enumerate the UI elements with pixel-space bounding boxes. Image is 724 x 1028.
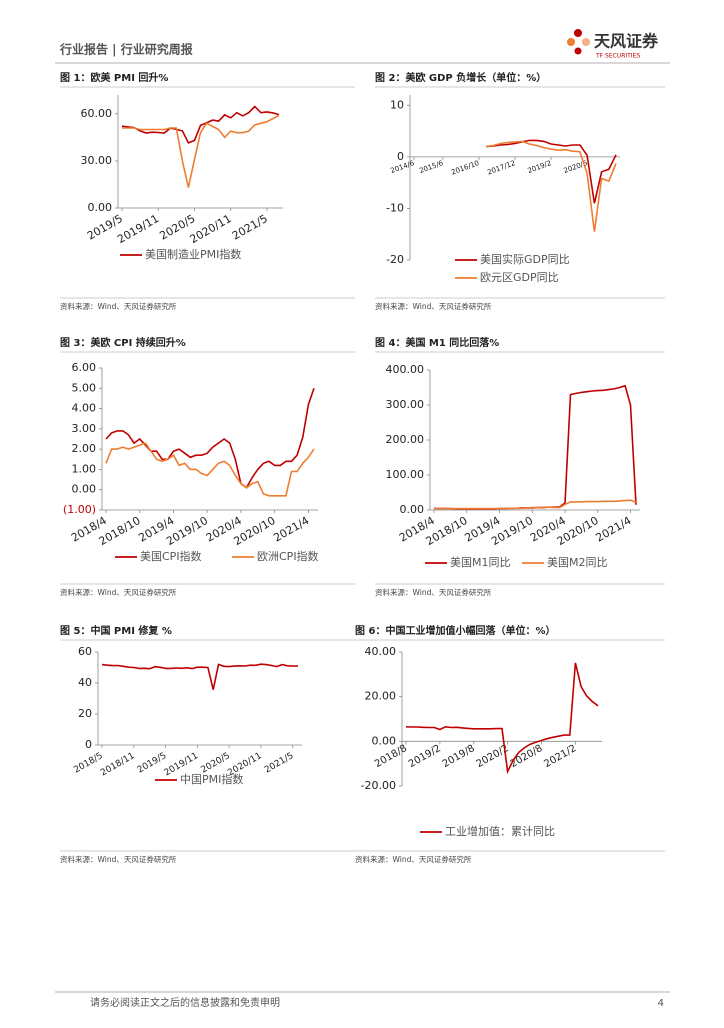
x-tick-label: 2017/12 — [486, 159, 516, 176]
y-tick-label: 40.00 — [365, 645, 397, 658]
figure-source: 资料来源：Wind、天风证券研究所 — [375, 301, 492, 311]
series-line — [434, 499, 637, 510]
figure-caption: 图 4：美国 M1 同比回落% — [375, 336, 499, 349]
x-tick-label: 2021/2 — [542, 743, 578, 770]
y-tick-label: 0 — [85, 738, 92, 751]
x-tick-label: 2021/4 — [594, 514, 634, 545]
figure-source: 资料来源：Wind、天风证券研究所 — [60, 587, 177, 597]
y-tick-label: 40 — [78, 676, 92, 689]
y-tick-label: 30.00 — [81, 154, 113, 167]
x-tick-label: 2018/11 — [99, 751, 136, 778]
x-tick-label: 2021/5 — [263, 751, 295, 775]
series-line — [121, 105, 280, 144]
legend-label: 美国M2同比 — [547, 556, 608, 569]
y-tick-label: 10 — [390, 98, 404, 111]
series-line — [433, 384, 637, 510]
y-tick-label: 200.00 — [386, 433, 425, 446]
y-tick-label: 60 — [78, 645, 92, 658]
y-tick-label: 0.00 — [88, 201, 113, 214]
y-tick-label: 1.00 — [72, 462, 97, 475]
y-tick-label: 5.00 — [72, 381, 97, 394]
y-tick-label: 60.00 — [81, 107, 113, 120]
figure-source: 资料来源：Wind、天风证券研究所 — [60, 301, 177, 311]
figure-caption: 图 1：欧美 PMI 回升% — [60, 71, 168, 84]
brand-en: TF SECURITIES — [595, 53, 640, 60]
y-tick-label: -20.00 — [361, 779, 396, 792]
legend-label: 中国PMI指数 — [180, 772, 243, 786]
x-tick-label: 2019/11 — [115, 212, 161, 246]
y-tick-label: 3.00 — [72, 422, 97, 435]
figure-source: 资料来源：Wind、天风证券研究所 — [60, 854, 177, 864]
legend-label: 美国CPI指数 — [140, 549, 202, 563]
series-line — [105, 388, 315, 489]
legend-label: 美国实际GDP同比 — [480, 252, 570, 266]
series-line — [105, 442, 315, 497]
y-tick-label: 0 — [397, 150, 404, 163]
series-line — [486, 139, 617, 204]
y-tick-label: 0.00 — [72, 483, 97, 496]
x-tick-label: 2015/6 — [418, 159, 444, 175]
y-tick-label: -20 — [386, 253, 404, 266]
series-line — [485, 140, 617, 232]
y-tick-label: 2.00 — [72, 442, 97, 455]
series-line — [405, 662, 599, 775]
x-tick-label: 2019/8 — [441, 743, 477, 770]
y-tick-label: -10 — [386, 201, 404, 214]
y-tick-label: 400.00 — [386, 363, 425, 376]
x-tick-label: 2020/11 — [188, 212, 234, 246]
header-title: 行业报告 | 行业研究周报 — [59, 42, 193, 57]
y-tick-label: (1.00) — [63, 503, 96, 516]
y-tick-label: 0.00 — [400, 503, 425, 516]
x-tick-label: 2019/2 — [407, 743, 443, 770]
figure-caption: 图 2：美欧 GDP 负增长（单位：%） — [375, 71, 546, 84]
legend-label: 欧元区GDP同比 — [480, 271, 559, 284]
figure-caption: 图 5：中国 PMI 修复 % — [60, 624, 172, 637]
x-tick-label: 2021/5 — [230, 212, 270, 243]
y-tick-label: 300.00 — [386, 398, 425, 411]
y-tick-label: 0.00 — [372, 734, 397, 747]
x-tick-label: 2016/10 — [450, 159, 480, 176]
y-tick-label: 6.00 — [72, 361, 97, 374]
figure-caption: 图 6：中国工业增加值小幅回落（单位：%） — [355, 624, 555, 637]
legend-label: 欧洲CPI指数 — [257, 549, 319, 563]
series-line — [101, 663, 299, 690]
brand: 天风证券 — [594, 32, 659, 51]
disclaimer: 请务必阅读正文之后的信息披露和免责申明 — [90, 996, 280, 1009]
legend-label: 美国M1同比 — [450, 556, 511, 569]
x-tick-label: 2021/4 — [271, 514, 311, 545]
figure-source: 资料来源：Wind、天风证券研究所 — [375, 587, 492, 597]
page-number: 4 — [658, 998, 664, 1009]
y-tick-label: 20.00 — [365, 690, 397, 703]
figure-source: 资料来源：Wind、天风证券研究所 — [355, 854, 472, 864]
figure-caption: 图 3：美欧 CPI 持续回升% — [60, 336, 186, 349]
y-tick-label: 100.00 — [386, 468, 425, 481]
x-tick-label: 2019/2 — [527, 159, 553, 175]
y-tick-label: 4.00 — [72, 402, 97, 415]
logo-icon — [567, 29, 590, 55]
legend-label: 美国制造业PMI指数 — [145, 247, 241, 261]
series-line — [122, 114, 280, 188]
legend-label: 工业增加值：累计同比 — [445, 824, 555, 838]
y-tick-label: 20 — [78, 707, 92, 720]
